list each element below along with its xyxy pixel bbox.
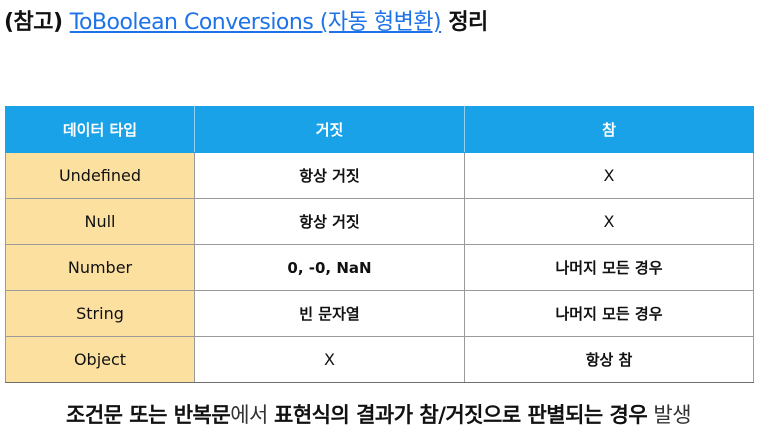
row-truthy: 나머지 모든 경우 — [464, 290, 754, 337]
row-type: Null — [5, 198, 195, 245]
table-row: Undefined 항상 거짓 X — [5, 152, 754, 199]
footer-note: 조건문 또는 반복문에서 표현식의 결과가 참/거짓으로 판별되는 경우 발생 — [66, 399, 692, 429]
footer-part3: 표현식의 결과가 참/거짓으로 판별되는 경우 — [274, 403, 648, 427]
table-row: Number 0, -0, NaN 나머지 모든 경우 — [5, 244, 754, 291]
row-type: Object — [5, 336, 195, 383]
row-falsy: 항상 거짓 — [194, 152, 465, 199]
toboolean-link[interactable]: ToBoolean Conversions (자동 형변환) — [69, 10, 442, 35]
row-falsy: 항상 거짓 — [194, 198, 465, 245]
row-truthy: 나머지 모든 경우 — [464, 244, 754, 291]
table-row: Null 항상 거짓 X — [5, 198, 754, 245]
table-row: Object X 항상 참 — [5, 336, 754, 383]
title-suffix: 정리 — [441, 10, 488, 35]
row-truthy: X — [464, 198, 754, 245]
footer-part2: 에서 — [230, 403, 275, 427]
header-true: 참 — [464, 106, 754, 153]
row-falsy: 빈 문자열 — [194, 290, 465, 337]
row-truthy: X — [464, 152, 754, 199]
footer-part4: 발생 — [647, 403, 692, 427]
title-prefix: (참고) — [4, 10, 70, 35]
row-type: String — [5, 290, 195, 337]
header-false: 거짓 — [194, 106, 465, 153]
page-title: (참고) ToBoolean Conversions (자동 형변환) 정리 — [4, 4, 488, 36]
row-type: Undefined — [5, 152, 195, 199]
table-header-row: 데이터 타입 거짓 참 — [5, 106, 754, 153]
row-falsy: X — [194, 336, 465, 383]
row-truthy: 항상 참 — [464, 336, 754, 383]
row-type: Number — [5, 244, 195, 291]
conversion-table: 데이터 타입 거짓 참 Undefined 항상 거짓 X Null 항상 거짓… — [5, 106, 754, 383]
table-row: String 빈 문자열 나머지 모든 경우 — [5, 290, 754, 337]
footer-part1: 조건문 또는 반복문 — [66, 403, 231, 427]
header-data-type: 데이터 타입 — [5, 106, 195, 153]
row-falsy: 0, -0, NaN — [194, 244, 465, 291]
